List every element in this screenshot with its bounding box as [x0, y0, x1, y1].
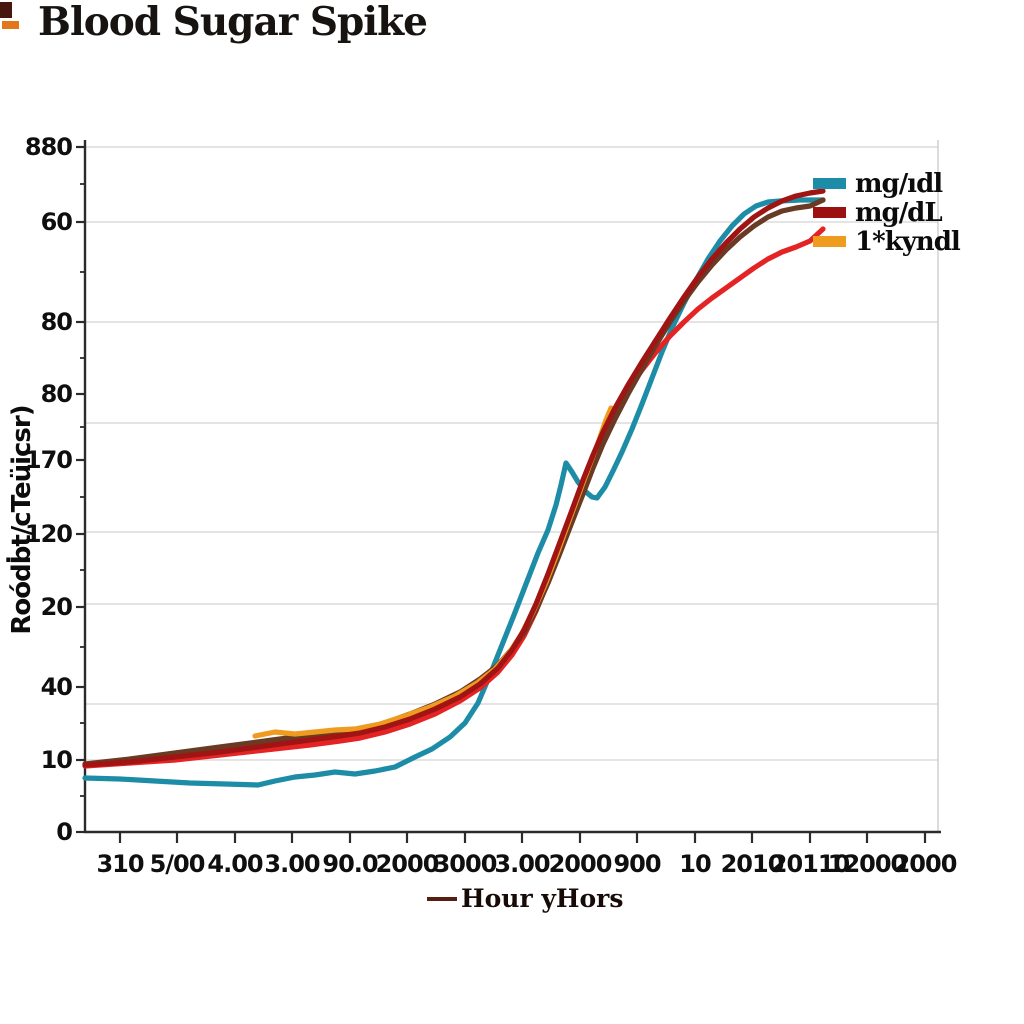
x-tick-label: 3000 — [433, 850, 498, 878]
series-line-dark-brown — [82, 197, 826, 767]
y-tick-label: 80 — [40, 380, 73, 408]
x-tick-label: 900 — [613, 850, 661, 878]
legend-item-maroon: mg/dL — [813, 197, 960, 228]
x-axis-title-row: Hour yHors — [427, 884, 623, 913]
page-title: Blood Sugar Spike — [38, 0, 428, 45]
x-axis-title-line-icon — [427, 896, 457, 901]
x-tick-label: 2010 — [720, 850, 785, 878]
logo-bar — [2, 21, 19, 29]
chart-logo-icon — [0, 0, 30, 34]
y-tick-label: 60 — [40, 208, 73, 236]
x-tick-label: 3.00 — [264, 850, 320, 878]
y-tick-label: 10 — [40, 746, 73, 774]
y-tick-label: 20 — [40, 593, 73, 621]
legend-item-orange: 1*kyndl — [813, 226, 961, 257]
legend-label: 1*kyndl — [855, 226, 961, 257]
teal-line-swatch-icon — [813, 178, 846, 189]
x-tick-label: 90.0 — [322, 850, 378, 878]
header: Blood Sugar Spike — [0, 0, 428, 52]
y-tick-label: 120 — [24, 520, 73, 548]
logo-square — [0, 2, 12, 18]
y-tick-label: 880 — [24, 133, 73, 161]
x-tick-label: 2000 — [375, 850, 440, 878]
y-tick-label: 80 — [40, 308, 73, 336]
orange-line-swatch-icon — [813, 236, 846, 247]
x-tick-label: 3.00 — [494, 850, 550, 878]
maroon-line-swatch-icon — [813, 207, 846, 218]
y-tick-label: 40 — [40, 673, 73, 701]
legend-item-teal: mg/ıdl — [813, 168, 960, 199]
y-axis-title: Roódḃt/cTeüicsr) — [7, 405, 37, 635]
x-tick-label: 12000 — [827, 850, 907, 878]
y-tick-label: 0 — [56, 818, 73, 846]
x-tick-label: 2000 — [548, 850, 613, 878]
series-line-bright-red — [82, 226, 826, 769]
x-axis-title: Hour yHors — [461, 884, 624, 913]
legend-label: mg/dL — [855, 197, 943, 228]
series-line-maroon-mg-dl — [82, 188, 826, 768]
x-tick-label: 5/00 — [149, 850, 206, 878]
x-tick-label: 4.00 — [207, 850, 263, 878]
x-tick-label: 20110 — [770, 850, 850, 878]
x-tick-label: 310 — [96, 850, 144, 878]
x-tick-label: 2000 — [893, 850, 958, 878]
y-tick-label: 170 — [24, 446, 73, 474]
legend: mg/ıdl mg/dL 1*kyndl — [813, 168, 961, 257]
series-line-orange-kyndl — [252, 405, 614, 739]
legend-label: mg/ıdl — [855, 168, 943, 199]
x-tick-label: 10 — [679, 850, 711, 878]
